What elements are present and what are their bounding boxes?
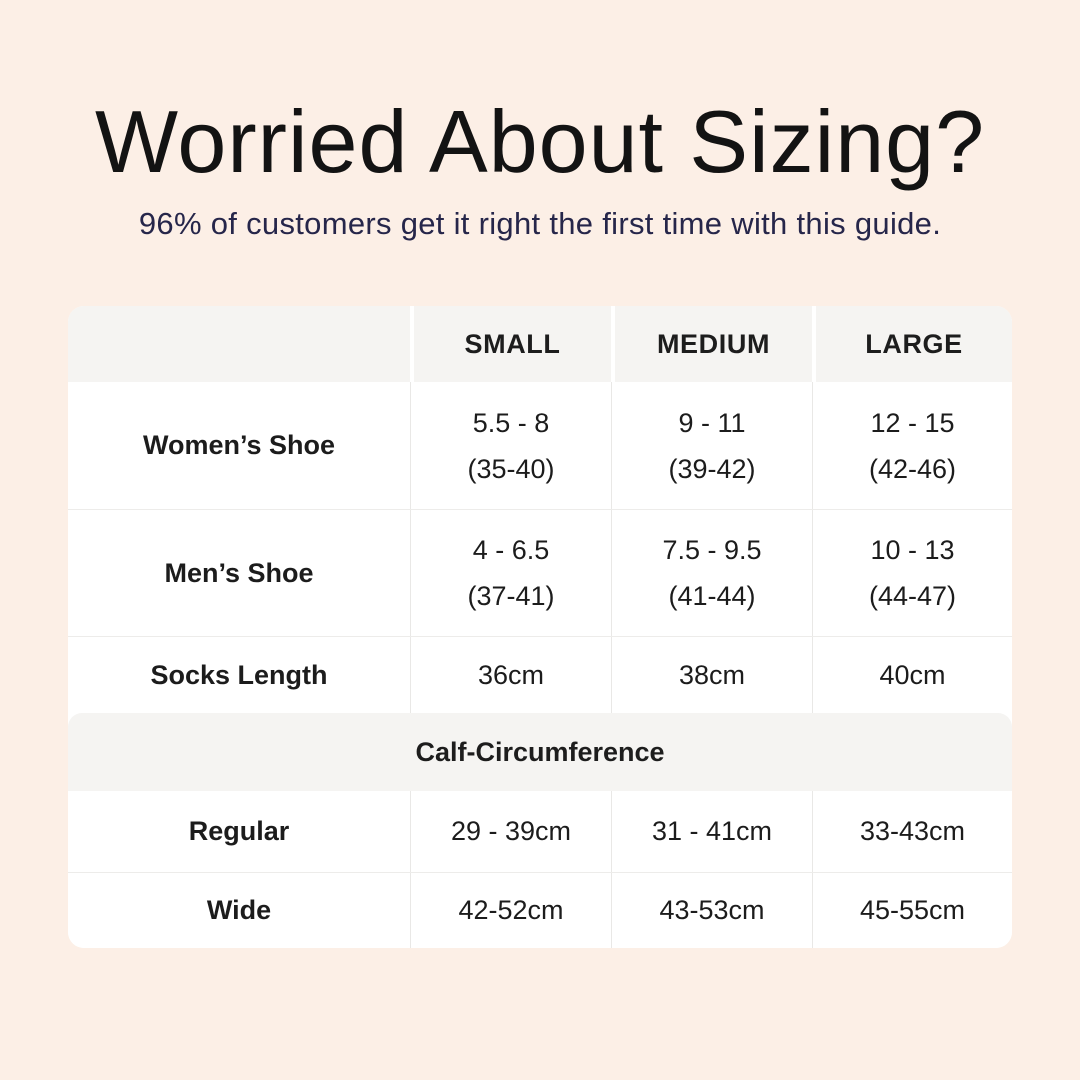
table-row-mens-shoe: Men’s Shoe 4 - 6.5 (37-41) 7.5 - 9.5 (41… [68, 509, 1012, 637]
cell-value-eu: (35-40) [467, 453, 555, 484]
table-cell: 12 - 15 (42-46) [812, 382, 1012, 510]
cell-value-eu: (39-42) [668, 453, 756, 484]
table-cell: 31 - 41cm [611, 791, 812, 873]
table-cell: 9 - 11 (39-42) [611, 382, 812, 510]
table-header-row: SMALL MEDIUM LARGE [68, 306, 1012, 383]
table-cell: 45-55cm [812, 873, 1012, 949]
row-label: Socks Length [150, 659, 328, 690]
table-cell: 36cm [410, 637, 611, 714]
table-cell: 42-52cm [410, 873, 611, 949]
page-subtitle: 96% of customers get it right the first … [138, 206, 942, 242]
row-label: Men’s Shoe [164, 557, 314, 588]
cell-value: 12 - 15 [870, 407, 955, 438]
table-row-socks-length: Socks Length 36cm 38cm 40cm [68, 636, 1012, 714]
header-cell-empty [68, 306, 410, 382]
header-cell-small: SMALL [410, 306, 611, 383]
table-cell: 5.5 - 8 (35-40) [410, 382, 611, 510]
cell-value-eu: (44-47) [868, 581, 957, 612]
cell-value-eu: (42-46) [868, 453, 957, 484]
table-cell: 29 - 39cm [410, 791, 611, 873]
table-cell: 4 - 6.5 (37-41) [410, 510, 611, 637]
table-cell: 10 - 13 (44-47) [812, 510, 1012, 637]
size-chart-card: SMALL MEDIUM LARGE Women’s Shoe 5.5 - 8 … [68, 306, 1012, 949]
cell-value: 5.5 - 8 [472, 407, 550, 438]
hero-section: Worried About Sizing? 96% of customers g… [0, 0, 1080, 242]
header-cell-large: LARGE [812, 306, 1012, 383]
table-row-regular: Regular 29 - 39cm 31 - 41cm 33-43cm [68, 791, 1012, 873]
cell-value: 10 - 13 [870, 535, 955, 566]
table-row-womens-shoe: Women’s Shoe 5.5 - 8 (35-40) 9 - 11 (39-… [68, 382, 1012, 510]
table-cell: 7.5 - 9.5 (41-44) [611, 510, 812, 637]
row-label: Women’s Shoe [142, 430, 336, 461]
cell-value: 7.5 - 9.5 [662, 535, 762, 566]
row-label: Wide [206, 895, 272, 926]
table-cell: 38cm [611, 637, 812, 714]
table-row-wide: Wide 42-52cm 43-53cm 45-55cm [68, 872, 1012, 949]
cell-value-eu: (37-41) [467, 581, 555, 612]
page-title: Worried About Sizing? [94, 92, 986, 191]
header-cell-medium: MEDIUM [611, 306, 812, 383]
section-band-calf-circumference: Calf-Circumference [68, 713, 1012, 792]
table-cell: 33-43cm [812, 791, 1012, 873]
row-label: Regular [188, 816, 290, 847]
cell-value: 9 - 11 [678, 407, 746, 438]
table-cell: 43-53cm [611, 873, 812, 949]
cell-value-eu: (41-44) [668, 581, 756, 612]
cell-value: 4 - 6.5 [472, 535, 550, 566]
table-cell: 40cm [812, 637, 1012, 714]
